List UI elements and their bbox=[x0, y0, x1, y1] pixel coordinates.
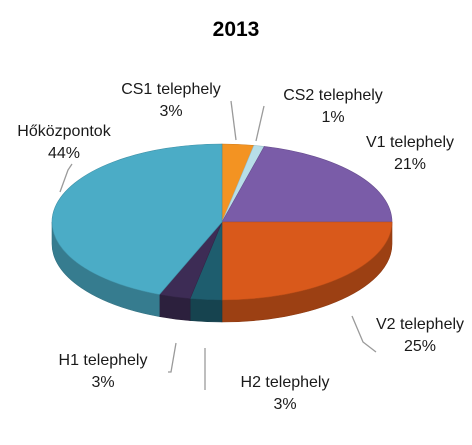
slice-name-h1: H1 telephely bbox=[58, 352, 148, 369]
slice-label-cs1: CS1 telephely 3% bbox=[106, 79, 236, 123]
slice-percent-h2: 3% bbox=[273, 396, 297, 413]
slice-name-cs2: CS2 telephely bbox=[283, 87, 383, 104]
chart-title: 2013 bbox=[212, 18, 260, 41]
leader-line-hokozpontok bbox=[59, 163, 73, 193]
slice-name-hokozpontok: Hőközpontok bbox=[17, 123, 111, 140]
slice-percent-h1: 3% bbox=[91, 374, 115, 391]
leader-line-cs1 bbox=[230, 100, 237, 141]
slice-percent-cs1: 3% bbox=[159, 103, 183, 120]
leader-line-v2 bbox=[351, 315, 377, 353]
slice-percent-v2: 25% bbox=[403, 338, 437, 355]
leader-line-cs2 bbox=[255, 105, 265, 142]
slice-side-h2 bbox=[189, 298, 223, 323]
slice-hokozpontok bbox=[51, 143, 223, 295]
slice-label-v2: V2 telephely 25% bbox=[375, 314, 465, 358]
slice-percent-cs2: 1% bbox=[321, 109, 345, 126]
slice-v1 bbox=[221, 146, 393, 223]
slice-name-cs1: CS1 telephely bbox=[121, 81, 221, 98]
slice-label-h1: H1 telephely 3% bbox=[38, 350, 168, 394]
slice-percent-v1: 21% bbox=[393, 156, 427, 173]
slice-name-v1: V1 telephely bbox=[365, 134, 455, 151]
slice-label-hokozpontok: Hőközpontok 44% bbox=[4, 121, 124, 165]
slice-name-h2: H2 telephely bbox=[240, 374, 330, 391]
slice-label-cs2: CS2 telephely 1% bbox=[268, 85, 398, 129]
leader-line-h1 bbox=[168, 342, 177, 373]
slice-v2 bbox=[221, 221, 393, 301]
slice-percent-hokozpontok: 44% bbox=[47, 145, 81, 162]
slice-name-v2: V2 telephely bbox=[375, 316, 465, 333]
slice-label-h2: H2 telephely 3% bbox=[220, 372, 350, 416]
slice-label-v1: V1 telephely 21% bbox=[345, 132, 472, 176]
